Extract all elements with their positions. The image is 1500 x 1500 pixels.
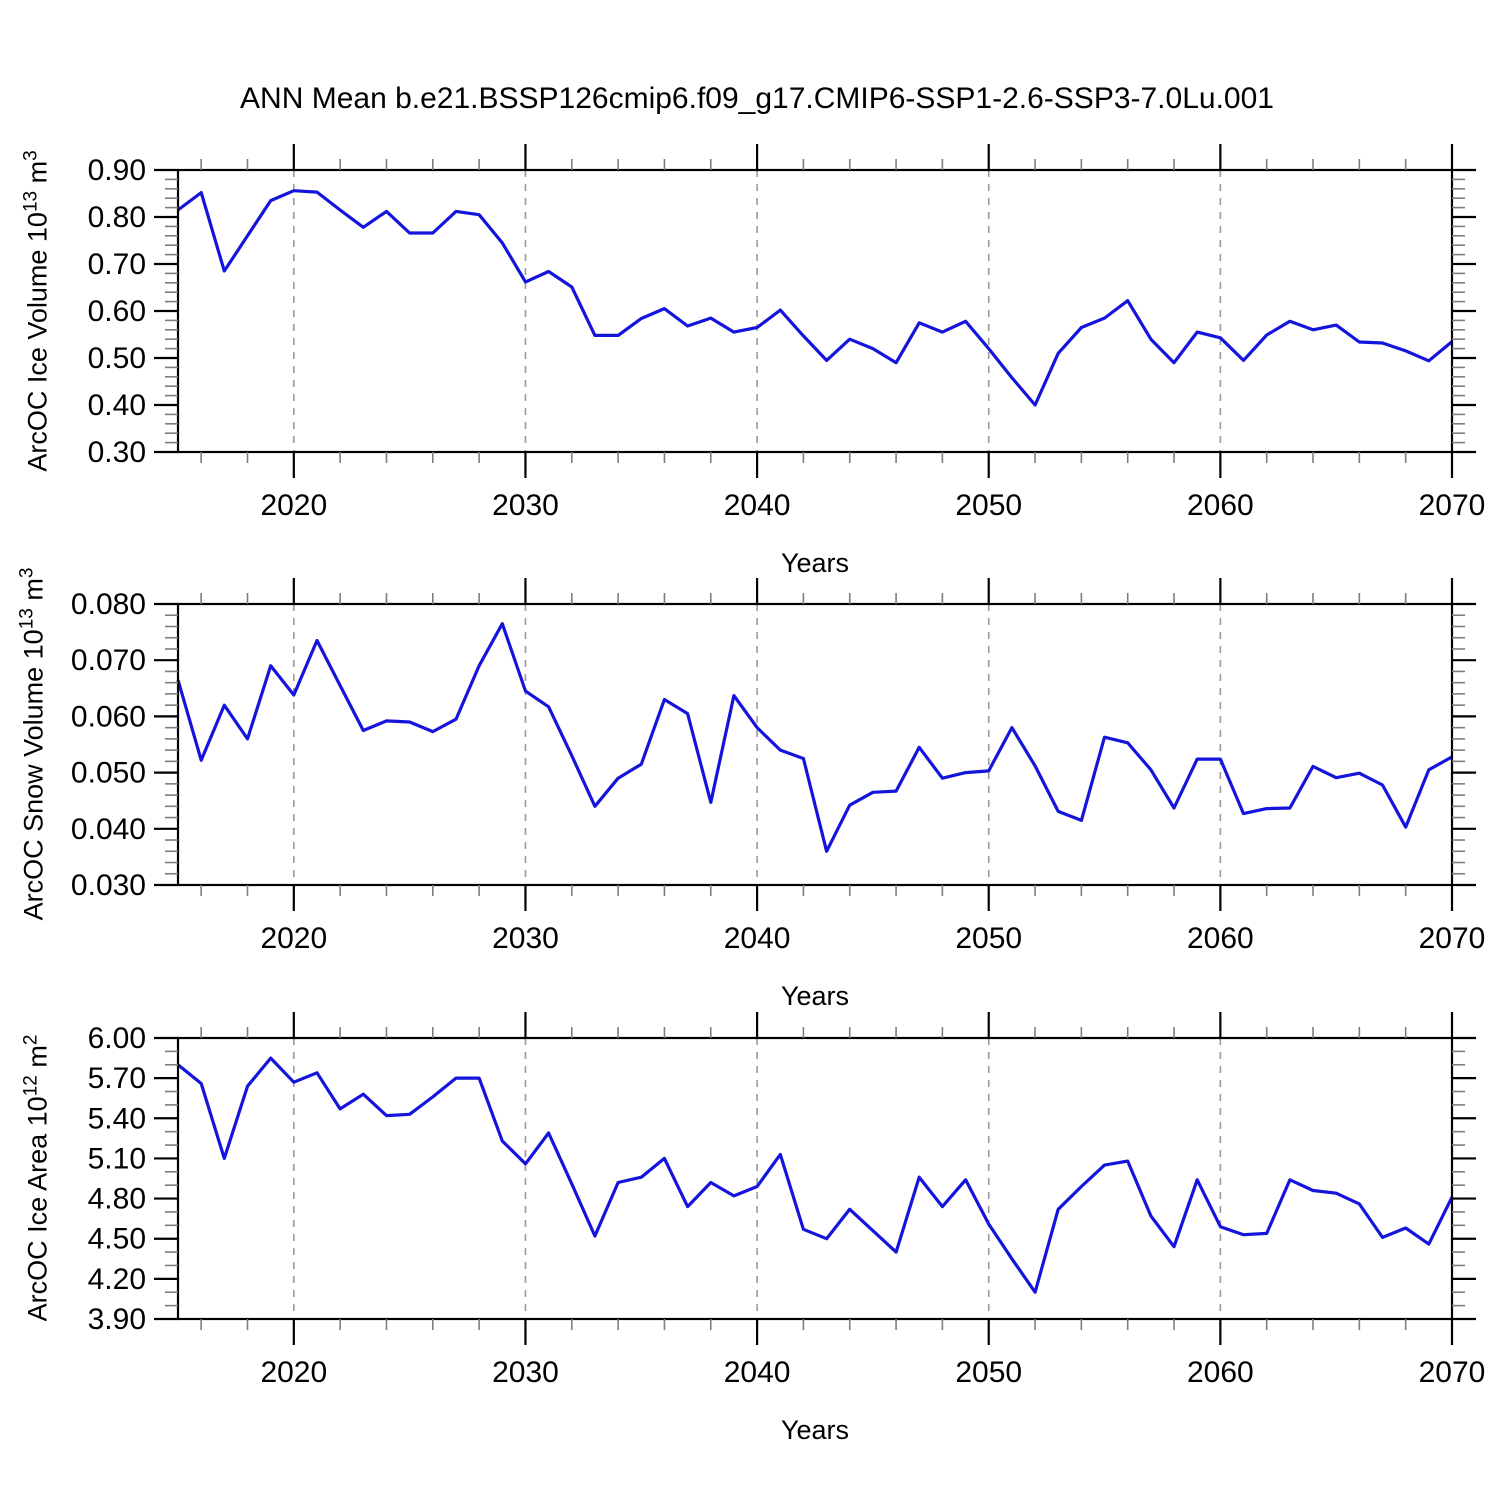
x-tick-label: 2060	[1187, 489, 1254, 522]
xaxis-label-ice-area: Years	[780, 1415, 850, 1445]
x-axis-snow-volume: 2020 2030 2040 2050 2060 2070	[200, 578, 1486, 955]
gridlines-ice-area	[293, 1038, 1222, 1319]
x-tick-label: 2060	[1187, 1356, 1254, 1389]
plot-frame	[176, 602, 1454, 887]
plot-frame	[176, 1036, 1454, 1321]
y-axis-ice-volume: 0.30 0.40 0.50 0.60 0.70 0.80 0.90	[88, 154, 1476, 469]
ice-volume-line	[177, 189, 1454, 407]
plot-ice-area: 3.90 4.20 4.50 4.80 5.10 5.40 5.70 6.00 2020 2030…	[88, 1012, 1486, 1389]
x-tick-label: 2030	[492, 1356, 559, 1389]
y-axis-snow-volume: 0.030 0.040 0.050 0.060 0.070 0.080	[71, 588, 1476, 902]
snow-volume-line	[176, 622, 1453, 853]
x-tick-label: 2070	[1419, 489, 1486, 522]
x-tick-label: 2020	[260, 1356, 327, 1389]
y-tick-label: 0.70	[88, 248, 146, 281]
x-tick-label: 2020	[260, 922, 327, 955]
x-axis-ice-area: 2020 2030 2040 2050 2060 2070	[200, 1012, 1486, 1389]
y-tick-label: 0.80	[88, 201, 146, 234]
yaxis-title-ice-area: ArcOC Ice Area 1012 m2	[20, 1034, 53, 1322]
x-tick-label: 2040	[724, 922, 791, 955]
yaxis-title-ice-volume: ArcOC Ice Volume 1013 m3	[20, 150, 53, 472]
x-tick-label: 2050	[955, 489, 1022, 522]
y-tick-label: 0.030	[71, 869, 146, 902]
y-tick-label: 5.10	[88, 1142, 146, 1175]
y-tick-label: 0.050	[71, 757, 146, 790]
y-tick-label: 0.30	[88, 436, 146, 469]
y-tick-label: 0.40	[88, 389, 146, 422]
y-tick-label: 0.50	[88, 342, 146, 375]
x-tick-label: 2040	[724, 489, 791, 522]
x-tick-label: 2030	[492, 922, 559, 955]
x-tick-label: 2050	[955, 922, 1022, 955]
x-tick-label: 2030	[492, 489, 559, 522]
x-tick-label: 2040	[724, 1356, 791, 1389]
gridlines-ice-volume	[293, 170, 1222, 452]
y-tick-label: 4.20	[88, 1263, 146, 1296]
x-tick-label: 2070	[1419, 922, 1486, 955]
gridlines-snow-volume	[293, 604, 1222, 885]
x-tick-label: 2050	[955, 1356, 1022, 1389]
plot-ice-volume: 0.30 0.40 0.50 0.60 0.70 0.80 0.90 2020 2030 2040…	[88, 144, 1486, 522]
y-tick-label: 6.00	[88, 1022, 146, 1055]
y-axis-ice-area: 3.90 4.20 4.50 4.80 5.10 5.40 5.70 6.00	[88, 1022, 1476, 1336]
y-tick-label: 5.40	[88, 1102, 146, 1135]
yaxis-title-snow-volume: ArcOC Snow Volume 1013 m3	[16, 567, 49, 921]
y-tick-label: 4.50	[88, 1223, 146, 1256]
y-tick-label: 0.070	[71, 644, 146, 677]
y-tick-label: 3.90	[88, 1303, 146, 1336]
y-tick-label: 4.80	[88, 1183, 146, 1216]
y-tick-label: 0.040	[71, 813, 146, 846]
y-tick-label: 0.080	[71, 588, 146, 621]
y-tick-label: 0.060	[71, 700, 146, 733]
x-tick-label: 2060	[1187, 922, 1254, 955]
y-tick-label: 0.60	[88, 295, 146, 328]
x-axis-ice-volume: 2020 2030 2040 2050 2060 2070	[200, 144, 1486, 522]
figure-title: ANN Mean b.e21.BSSP126cmip6.f09_g17.CMIP…	[240, 82, 1274, 115]
x-tick-label: 2070	[1419, 1356, 1486, 1389]
y-tick-label: 5.70	[88, 1062, 146, 1095]
x-tick-label: 2020	[260, 489, 327, 522]
ice-area-line	[176, 1056, 1454, 1294]
plot-frame	[176, 168, 1454, 454]
xaxis-label-snow-volume: Years	[780, 981, 850, 1011]
xaxis-label-ice-volume: Years	[780, 548, 850, 578]
y-tick-label: 0.90	[88, 154, 146, 187]
